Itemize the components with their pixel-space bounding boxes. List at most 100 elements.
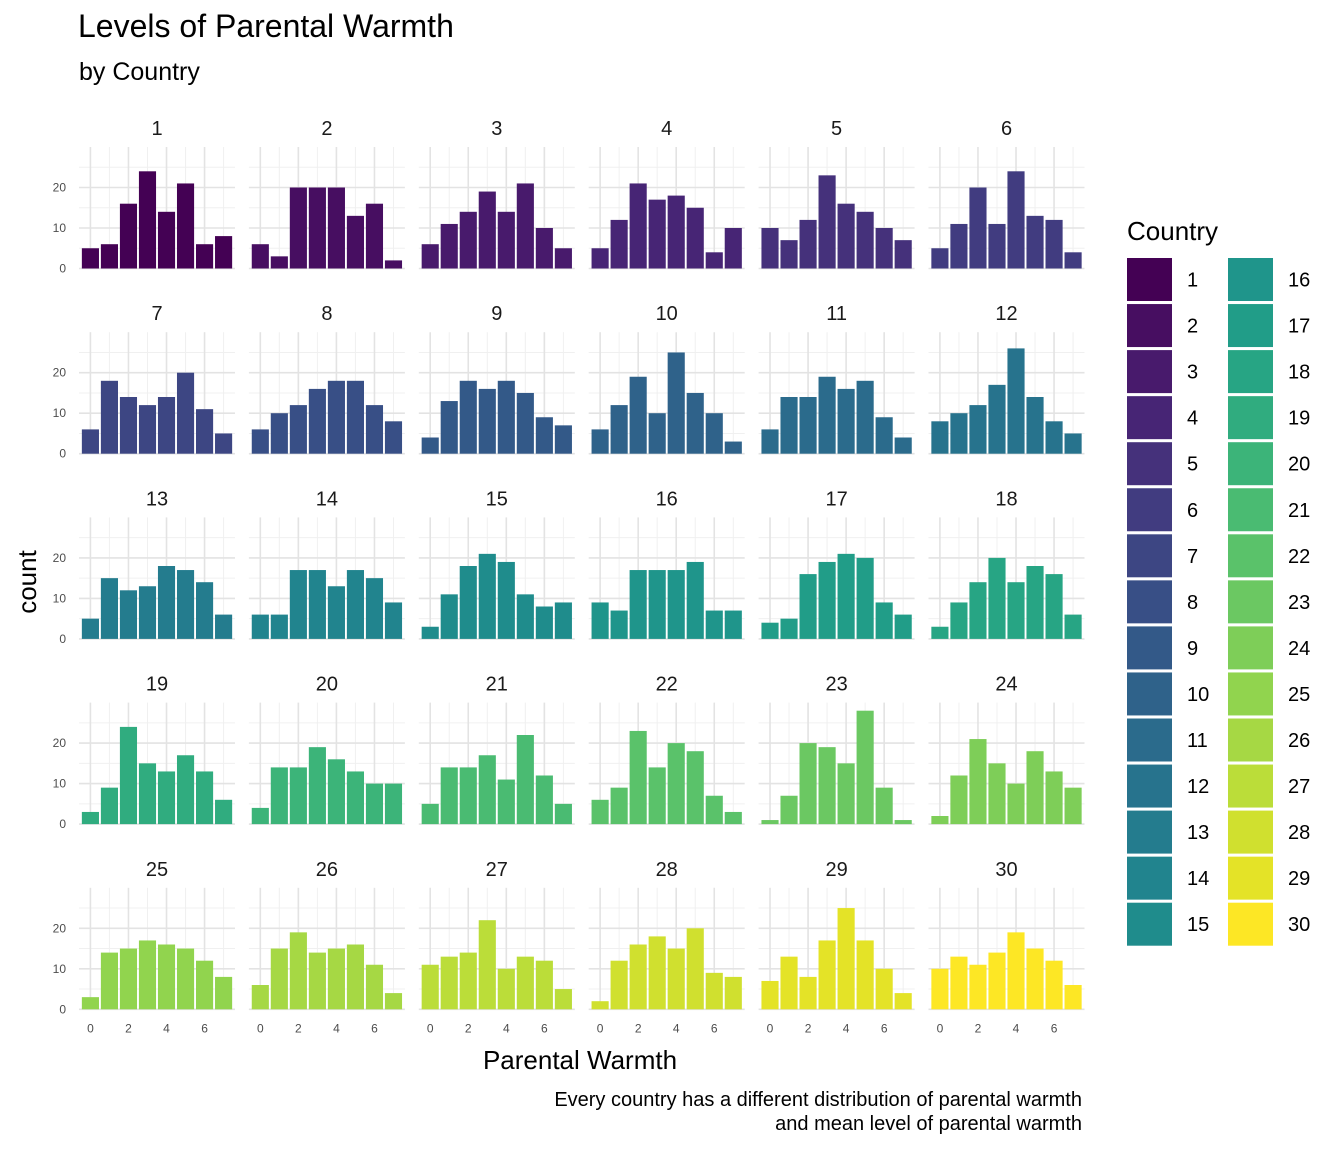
- histogram-bar: [478, 553, 496, 639]
- histogram-bar: [1045, 574, 1063, 639]
- facet-label: 18: [995, 488, 1017, 510]
- histogram-bar: [856, 380, 874, 454]
- histogram-bar: [516, 594, 534, 639]
- y-tick-label: 0: [59, 817, 66, 831]
- legend-label: 15: [1187, 914, 1209, 936]
- legend-label: 14: [1187, 868, 1209, 890]
- x-tick-label: 4: [333, 1021, 340, 1035]
- histogram-bar: [591, 602, 609, 639]
- histogram-bar: [516, 183, 534, 269]
- histogram-bar: [251, 244, 269, 269]
- histogram-bar: [119, 726, 138, 825]
- histogram-bar: [176, 755, 195, 825]
- facet-label: 23: [825, 674, 847, 696]
- histogram-bar: [648, 199, 666, 269]
- chart-title: Levels of Parental Warmth: [78, 8, 454, 44]
- histogram-bar: [119, 203, 138, 269]
- x-tick-label: 6: [541, 1021, 548, 1035]
- histogram-bar: [251, 807, 269, 825]
- y-tick-label: 20: [53, 921, 67, 935]
- legend-label: 7: [1187, 546, 1198, 568]
- histogram-bar: [894, 993, 912, 1010]
- facet-label: 11: [826, 303, 847, 325]
- histogram-bar: [535, 960, 553, 1010]
- histogram-bar: [440, 956, 458, 1010]
- histogram-bar: [346, 570, 364, 639]
- histogram-bar: [648, 767, 666, 825]
- legend-label: 10: [1187, 684, 1209, 706]
- histogram-bar: [1045, 421, 1063, 454]
- histogram-bar: [138, 171, 157, 269]
- legend-key: [1127, 580, 1172, 624]
- histogram-bar: [289, 570, 307, 639]
- legend-key: [1228, 396, 1273, 440]
- histogram-bar: [196, 582, 214, 639]
- histogram-bar: [440, 767, 458, 825]
- histogram-bar: [100, 578, 118, 639]
- histogram-bar: [591, 429, 609, 454]
- histogram-bar: [516, 392, 534, 454]
- histogram-bar: [81, 811, 99, 825]
- histogram-bar: [270, 948, 288, 1010]
- histogram-bar: [875, 417, 893, 454]
- legend-label: 8: [1187, 592, 1198, 614]
- facet-label: 22: [656, 674, 678, 696]
- histogram-bar: [270, 256, 288, 269]
- histogram-bar: [931, 816, 949, 825]
- histogram-bar: [365, 578, 384, 639]
- histogram-bar: [837, 553, 855, 639]
- legend-label: 18: [1288, 362, 1310, 384]
- histogram-bar: [610, 960, 628, 1010]
- histogram-bar: [780, 397, 798, 454]
- histogram-bar: [799, 976, 817, 1010]
- histogram-bar: [1045, 219, 1063, 269]
- histogram-bar: [1064, 614, 1082, 639]
- histogram-bar: [215, 799, 233, 825]
- legend-label: 9: [1187, 638, 1198, 660]
- facet-label: 3: [491, 118, 502, 140]
- histogram-bar: [837, 388, 855, 454]
- facet-label: 17: [825, 488, 847, 510]
- histogram-bar: [950, 775, 968, 825]
- legend-key: [1127, 626, 1172, 670]
- histogram-bar: [497, 968, 515, 1010]
- histogram-bar: [535, 417, 553, 454]
- histogram-bar: [100, 380, 118, 454]
- histogram-bar: [610, 219, 628, 269]
- x-axis-title: Parental Warmth: [483, 1045, 677, 1075]
- legend-label: 20: [1288, 454, 1310, 476]
- histogram-bar: [629, 183, 647, 269]
- histogram-bar: [667, 570, 685, 639]
- x-tick-label: 0: [767, 1021, 774, 1035]
- legend-key: [1228, 902, 1273, 946]
- legend-key: [1127, 856, 1172, 900]
- facet-label: 25: [146, 859, 168, 881]
- histogram-bar: [686, 207, 704, 269]
- histogram-bar: [100, 244, 118, 269]
- histogram-bar: [157, 771, 176, 825]
- facet-label: 29: [825, 859, 847, 881]
- y-tick-label: 10: [53, 962, 67, 976]
- facet-label: 6: [1001, 118, 1012, 140]
- histogram-bar: [629, 944, 647, 1010]
- histogram-bar: [705, 972, 723, 1010]
- facet-label: 24: [995, 674, 1017, 696]
- histogram-bar: [950, 602, 968, 639]
- legend-label: 22: [1288, 546, 1310, 568]
- facet-label: 9: [491, 303, 502, 325]
- histogram-bar: [894, 437, 912, 454]
- histogram-bar: [440, 594, 458, 639]
- histogram-bar: [138, 586, 157, 639]
- facet-label: 19: [146, 674, 168, 696]
- x-tick-label: 0: [597, 1021, 604, 1035]
- histogram-bar: [289, 187, 307, 269]
- legend-label: 2: [1187, 316, 1198, 338]
- legend-key: [1127, 764, 1172, 808]
- histogram-bar: [196, 960, 214, 1010]
- histogram-bar: [196, 244, 214, 269]
- histogram-bar: [667, 948, 685, 1010]
- histogram-bar: [346, 380, 364, 454]
- histogram-bar: [931, 248, 949, 269]
- legend-key: [1127, 672, 1172, 716]
- x-tick-label: 4: [673, 1021, 680, 1035]
